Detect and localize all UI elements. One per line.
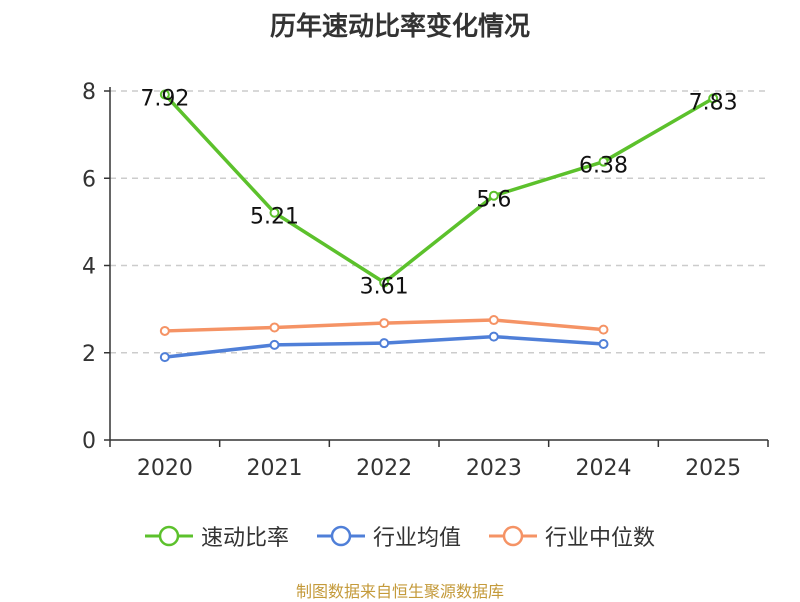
data-point	[159, 325, 170, 336]
grid-lines	[110, 90, 768, 354]
data-point	[379, 318, 390, 329]
legend-label: 行业均值	[372, 526, 461, 551]
source-note: 制图数据来自恒生聚源数据库	[295, 582, 504, 601]
x-tick-label: 2025	[685, 456, 741, 481]
x-tick-label: 2022	[356, 456, 412, 481]
data-point	[708, 93, 719, 104]
x-tick-label: 2021	[247, 456, 303, 481]
series-layer	[159, 89, 719, 363]
legend: 速动比率 行业均值 行业中位数	[0, 520, 800, 552]
data-labels: 7.92 5.21 3.61 5.6 6.38 7.83	[140, 86, 737, 299]
data-point	[159, 352, 170, 363]
data-label: 6.38	[579, 154, 628, 179]
series-line-0	[163, 93, 715, 285]
data-point	[598, 156, 609, 167]
y-tick-label: 2	[82, 342, 96, 367]
y-tick-label: 6	[82, 167, 96, 192]
legend-swatch-icon	[489, 525, 537, 547]
legend-label: 行业中位数	[545, 526, 656, 551]
data-point	[159, 89, 170, 100]
legend-item[interactable]: 速动比率	[144, 520, 289, 552]
data-label: 7.83	[689, 90, 738, 115]
legend-swatch-icon	[144, 525, 193, 547]
data-label: 5.21	[250, 205, 299, 230]
y-tick-label: 0	[82, 429, 96, 454]
data-label: 5.6	[476, 188, 511, 213]
data-point	[488, 190, 499, 201]
legend-item[interactable]: 行业中位数	[489, 520, 655, 552]
data-label: 7.92	[140, 86, 189, 111]
data-point	[379, 338, 390, 349]
x-tick-label: 2023	[466, 456, 522, 481]
y-tick-label: 4	[82, 255, 96, 280]
y-tick-label: 8	[82, 80, 96, 105]
data-label: 3.61	[360, 275, 409, 300]
chart-title: 历年速动比率变化情况	[269, 12, 530, 42]
data-point	[598, 339, 609, 350]
data-point	[488, 331, 499, 342]
data-point	[269, 339, 280, 350]
legend-item[interactable]: 行业均值	[316, 520, 461, 552]
data-point	[379, 277, 390, 288]
data-point	[269, 322, 280, 333]
legend-swatch-icon	[316, 525, 365, 547]
data-point	[488, 315, 499, 326]
x-tick-label: 2024	[576, 456, 632, 481]
data-point	[598, 324, 609, 335]
legend-label: 速动比率	[200, 526, 289, 551]
x-tick-label: 2020	[137, 456, 193, 481]
data-point	[269, 207, 280, 218]
axes: 0 2 4 6 8 2020 2021 2022 2023 2024 2025	[82, 80, 769, 481]
